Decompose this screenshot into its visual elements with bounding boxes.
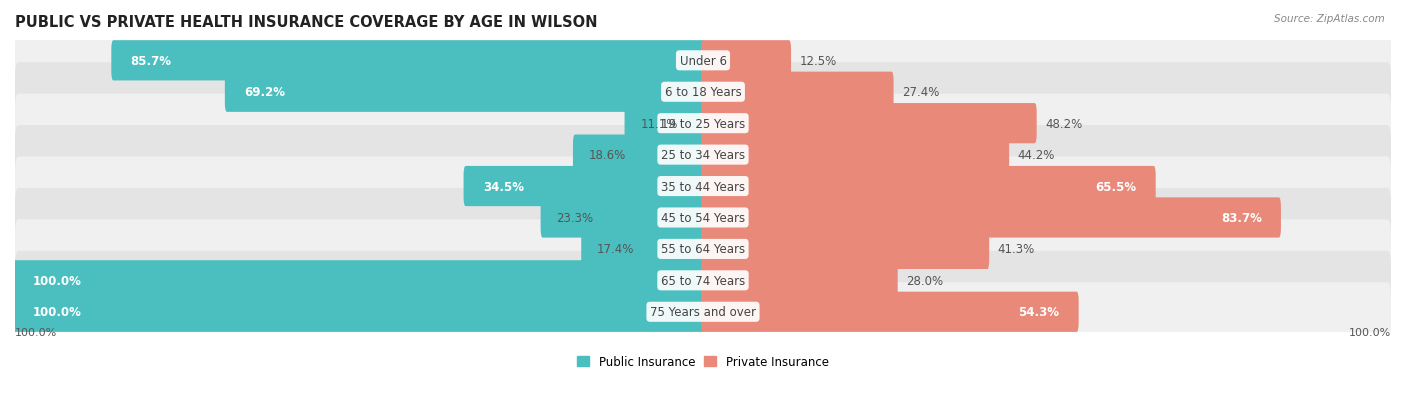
FancyBboxPatch shape [15, 157, 1391, 216]
Text: 65.5%: 65.5% [1095, 180, 1136, 193]
Legend: Public Insurance, Private Insurance: Public Insurance, Private Insurance [572, 351, 834, 373]
Text: 48.2%: 48.2% [1045, 117, 1083, 131]
FancyBboxPatch shape [15, 95, 1391, 153]
FancyBboxPatch shape [15, 188, 1391, 247]
Text: 23.3%: 23.3% [557, 211, 593, 224]
FancyBboxPatch shape [702, 72, 894, 113]
Text: 83.7%: 83.7% [1220, 211, 1261, 224]
Text: 55 to 64 Years: 55 to 64 Years [661, 243, 745, 256]
FancyBboxPatch shape [702, 261, 897, 301]
Text: 41.3%: 41.3% [997, 243, 1035, 256]
Text: 28.0%: 28.0% [905, 274, 943, 287]
FancyBboxPatch shape [702, 166, 1156, 206]
Text: 19 to 25 Years: 19 to 25 Years [661, 117, 745, 131]
FancyBboxPatch shape [111, 41, 704, 81]
Text: 11.1%: 11.1% [640, 117, 678, 131]
Text: 100.0%: 100.0% [32, 274, 82, 287]
FancyBboxPatch shape [541, 198, 704, 238]
Text: 17.4%: 17.4% [598, 243, 634, 256]
Text: Source: ZipAtlas.com: Source: ZipAtlas.com [1274, 14, 1385, 24]
FancyBboxPatch shape [702, 135, 1010, 175]
FancyBboxPatch shape [15, 282, 1391, 342]
Text: 27.4%: 27.4% [901, 86, 939, 99]
Text: 6 to 18 Years: 6 to 18 Years [665, 86, 741, 99]
FancyBboxPatch shape [624, 104, 704, 144]
Text: 34.5%: 34.5% [482, 180, 524, 193]
FancyBboxPatch shape [15, 220, 1391, 279]
FancyBboxPatch shape [702, 292, 1078, 332]
Text: 85.7%: 85.7% [131, 55, 172, 68]
FancyBboxPatch shape [574, 135, 704, 175]
FancyBboxPatch shape [13, 261, 704, 301]
FancyBboxPatch shape [15, 126, 1391, 185]
Text: 12.5%: 12.5% [800, 55, 837, 68]
Text: PUBLIC VS PRIVATE HEALTH INSURANCE COVERAGE BY AGE IN WILSON: PUBLIC VS PRIVATE HEALTH INSURANCE COVER… [15, 15, 598, 30]
Text: 44.2%: 44.2% [1018, 149, 1054, 162]
Text: 100.0%: 100.0% [1348, 327, 1391, 337]
FancyBboxPatch shape [581, 229, 704, 269]
FancyBboxPatch shape [15, 32, 1391, 90]
FancyBboxPatch shape [702, 41, 792, 81]
FancyBboxPatch shape [702, 198, 1281, 238]
Text: 75 Years and over: 75 Years and over [650, 306, 756, 318]
Text: 45 to 54 Years: 45 to 54 Years [661, 211, 745, 224]
Text: 25 to 34 Years: 25 to 34 Years [661, 149, 745, 162]
Text: 100.0%: 100.0% [15, 327, 58, 337]
Text: 65 to 74 Years: 65 to 74 Years [661, 274, 745, 287]
Text: 18.6%: 18.6% [589, 149, 626, 162]
FancyBboxPatch shape [702, 229, 990, 269]
FancyBboxPatch shape [13, 292, 704, 332]
FancyBboxPatch shape [15, 63, 1391, 122]
FancyBboxPatch shape [702, 104, 1036, 144]
FancyBboxPatch shape [225, 72, 704, 113]
FancyBboxPatch shape [464, 166, 704, 206]
Text: 35 to 44 Years: 35 to 44 Years [661, 180, 745, 193]
Text: 54.3%: 54.3% [1018, 306, 1059, 318]
Text: Under 6: Under 6 [679, 55, 727, 68]
Text: 69.2%: 69.2% [245, 86, 285, 99]
FancyBboxPatch shape [15, 251, 1391, 310]
Text: 100.0%: 100.0% [32, 306, 82, 318]
